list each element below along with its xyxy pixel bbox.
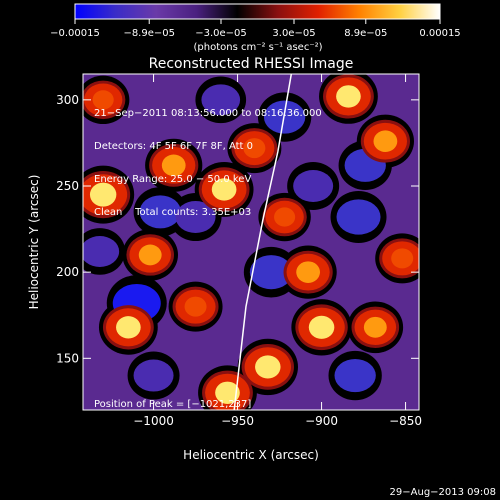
info-line-energy: Energy Range: 25.0 − 50.0 keV xyxy=(94,174,252,185)
info-line-detectors: Detectors: 4F 5F 6F 7F 8F, Att 0 xyxy=(94,141,254,152)
x-tick-label: −1000 xyxy=(133,414,174,428)
heatmap-hot-core xyxy=(161,154,186,177)
x-axis-ticks: −1000 −950 −900 −850 xyxy=(133,74,422,428)
colorbar-tick-label: 3.0e−05 xyxy=(272,28,315,39)
heatmap-hot-core xyxy=(274,207,296,227)
y-tick-label: 200 xyxy=(56,265,79,279)
heatmap-cold-spot xyxy=(334,359,376,393)
y-axis-ticks: 150 200 250 300 xyxy=(56,93,419,365)
solar-limb xyxy=(233,74,293,410)
heatmap-hot-core xyxy=(336,85,361,108)
colorbar-tick-label: −3.0e−05 xyxy=(195,28,247,39)
heatmap-hot-core xyxy=(308,315,335,339)
heatmap-cold-spot xyxy=(293,170,334,202)
heatmap-spots xyxy=(83,74,419,410)
heatmap-cold-spot xyxy=(139,195,181,229)
heatmap-hot-core xyxy=(391,248,414,269)
heatmap-cold-spot xyxy=(133,359,174,392)
heatmap-cold-spot xyxy=(249,255,293,290)
heatmap-hot-core xyxy=(255,355,281,379)
heatmap-hot-core xyxy=(184,296,207,317)
chart-title: Reconstructed RHESSI Image xyxy=(149,56,354,72)
heatmap-hot-core xyxy=(373,130,398,152)
colorbar-tick-label: −8.9e−05 xyxy=(123,28,175,39)
peak-label: Position of Peak = [−1021,237] xyxy=(94,399,251,410)
heatmap-hot-core xyxy=(363,316,387,338)
colorbar-tick-label: −0.00015 xyxy=(50,28,100,39)
heatmap-cold-spot xyxy=(201,84,241,116)
x-tick-label: −900 xyxy=(305,414,338,428)
heatmap-hot-core xyxy=(89,182,117,207)
heatmap-hot-core xyxy=(116,316,141,339)
heatmap-cold-spot xyxy=(336,199,381,235)
heatmap-cold-spot xyxy=(83,236,120,267)
x-axis-label: Heliocentric X (arcsec) xyxy=(183,448,319,462)
heatmap-hot-core xyxy=(215,381,240,404)
colorbar-unit-label: (photons cm⁻² s⁻¹ asec⁻²) xyxy=(193,42,322,53)
heatmap-hot-core xyxy=(296,261,320,283)
y-tick-label: 250 xyxy=(56,179,79,193)
colorbar xyxy=(74,3,441,20)
x-tick-label: −850 xyxy=(389,414,422,428)
info-line-time: 21−Sep−2011 08:13:56.000 to 08:16:36.000 xyxy=(94,108,322,119)
info-lines: 21−Sep−2011 08:13:56.000 to 08:16:36.000… xyxy=(94,86,322,229)
x-tick-label: −950 xyxy=(221,414,254,428)
info-line-counts: Clean Total counts: 3.35E+03 xyxy=(94,207,252,218)
heatmap-hot-core xyxy=(138,244,162,266)
footer-date: 29−Aug−2013 09:08 xyxy=(390,487,496,498)
colorbar-tick-label: 8.9e−05 xyxy=(344,28,387,39)
heatmap-hot-core xyxy=(243,138,266,159)
heatmap-hot-core xyxy=(211,178,237,201)
plot-frame xyxy=(82,73,420,411)
colorbar-ticks: −0.00015 −8.9e−05 −3.0e−05 3.0e−05 8.9e−05 0.… xyxy=(50,19,461,39)
y-axis-label: Heliocentric Y (arcsec) xyxy=(27,175,41,310)
y-tick-label: 150 xyxy=(56,351,79,365)
y-tick-label: 300 xyxy=(56,93,79,107)
heatmap-hot-core xyxy=(92,90,114,110)
colorbar-tick-label: 0.00015 xyxy=(419,28,460,39)
heatmap-cold-spot xyxy=(175,201,216,234)
